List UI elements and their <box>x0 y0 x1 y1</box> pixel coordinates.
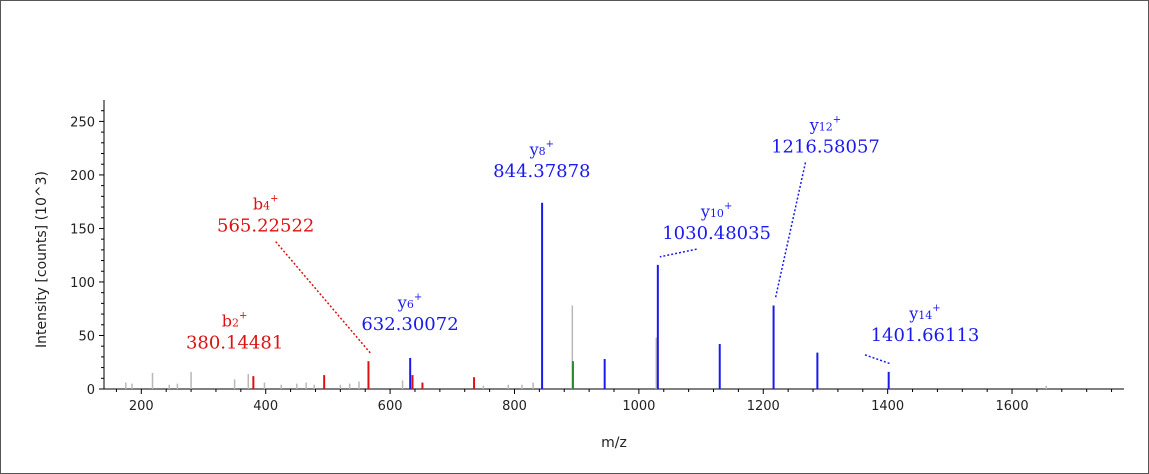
annotation-y6: y6+632.30072 <box>361 292 458 335</box>
ion-letter: y <box>700 202 710 221</box>
leader-line <box>275 241 372 354</box>
ion-letter: y <box>908 304 918 323</box>
mz-label: 380.14481 <box>186 332 283 353</box>
ion-label: y12+ <box>809 114 841 134</box>
ion-label: y6+ <box>397 292 422 312</box>
ion-label: y8+ <box>529 139 554 159</box>
ion-charge: + <box>270 194 278 205</box>
mz-label: 1401.66113 <box>871 325 980 346</box>
annotation-y8: y8+844.37878 <box>493 139 590 182</box>
x-tick-label: 200 <box>129 399 154 414</box>
mz-label: 565.22522 <box>217 216 314 237</box>
ion-label: y10+ <box>700 201 732 221</box>
x-axis-label: m/z <box>601 435 627 451</box>
ion-index: 6 <box>407 298 414 311</box>
ion-letter: y <box>809 115 819 134</box>
ion-charge: + <box>546 139 554 150</box>
x-tick-label: 600 <box>378 399 403 414</box>
y-tick-label: 0 <box>87 383 95 398</box>
x-tick-label: 1200 <box>747 399 780 414</box>
ion-letter: b <box>253 195 263 214</box>
ion-charge: + <box>932 303 940 314</box>
x-tick-label: 1600 <box>996 399 1029 414</box>
ion-index: 8 <box>539 145 546 158</box>
y-tick-label: 250 <box>70 115 95 130</box>
ion-letter: b <box>222 311 232 330</box>
leader-line <box>774 162 807 298</box>
mz-label: 844.37878 <box>493 161 590 182</box>
annotation-y12: y12+1216.58057 <box>771 114 880 298</box>
x-axis-ticks: 200 400 600 800 1000 1200 1400 1600 <box>115 389 1113 414</box>
ion-charge: + <box>833 114 841 125</box>
y-tick-label: 50 <box>78 329 95 344</box>
mz-label: 1216.58057 <box>771 136 880 157</box>
ion-letter: y <box>529 140 539 159</box>
mz-label: 1030.48035 <box>662 223 771 244</box>
ion-label: b4+ <box>253 194 279 214</box>
ion-index: 10 <box>710 207 724 220</box>
y-axis-ticks: 0 50 100 150 200 250 <box>70 110 104 398</box>
x-tick-label: 400 <box>253 399 278 414</box>
leader-line <box>864 354 891 365</box>
y-axis-label: Intensity [counts] (10^3) <box>34 171 50 348</box>
annotation-b4: b4+565.22522 <box>217 194 372 354</box>
leader-line <box>659 248 697 258</box>
x-tick-label: 800 <box>502 399 527 414</box>
ion-label: b2+ <box>222 310 248 330</box>
annotation-y10: y10+1030.48035 <box>659 201 771 258</box>
ion-index: 12 <box>819 120 833 133</box>
ion-index: 14 <box>918 309 932 322</box>
ion-charge: + <box>724 201 732 212</box>
ion-index: 2 <box>232 316 239 329</box>
x-tick-label: 1400 <box>871 399 904 414</box>
y-tick-label: 150 <box>70 222 95 237</box>
ion-letter: y <box>397 293 407 312</box>
ion-charge: + <box>414 292 422 303</box>
ion-label: y14+ <box>908 303 940 323</box>
x-tick-label: 1000 <box>622 399 655 414</box>
annotation-b2: b2+380.14481 <box>186 310 283 353</box>
annotation-y14: y14+1401.66113 <box>864 303 980 365</box>
mz-label: 632.30072 <box>361 314 458 335</box>
ion-index: 4 <box>263 200 270 213</box>
y-tick-label: 200 <box>70 169 95 184</box>
y-tick-label: 100 <box>70 276 95 291</box>
peak-series <box>125 202 1048 389</box>
ion-charge: + <box>239 310 247 321</box>
peak-annotations: b2+380.14481b4+565.22522y6+632.30072y8+8… <box>186 114 980 365</box>
